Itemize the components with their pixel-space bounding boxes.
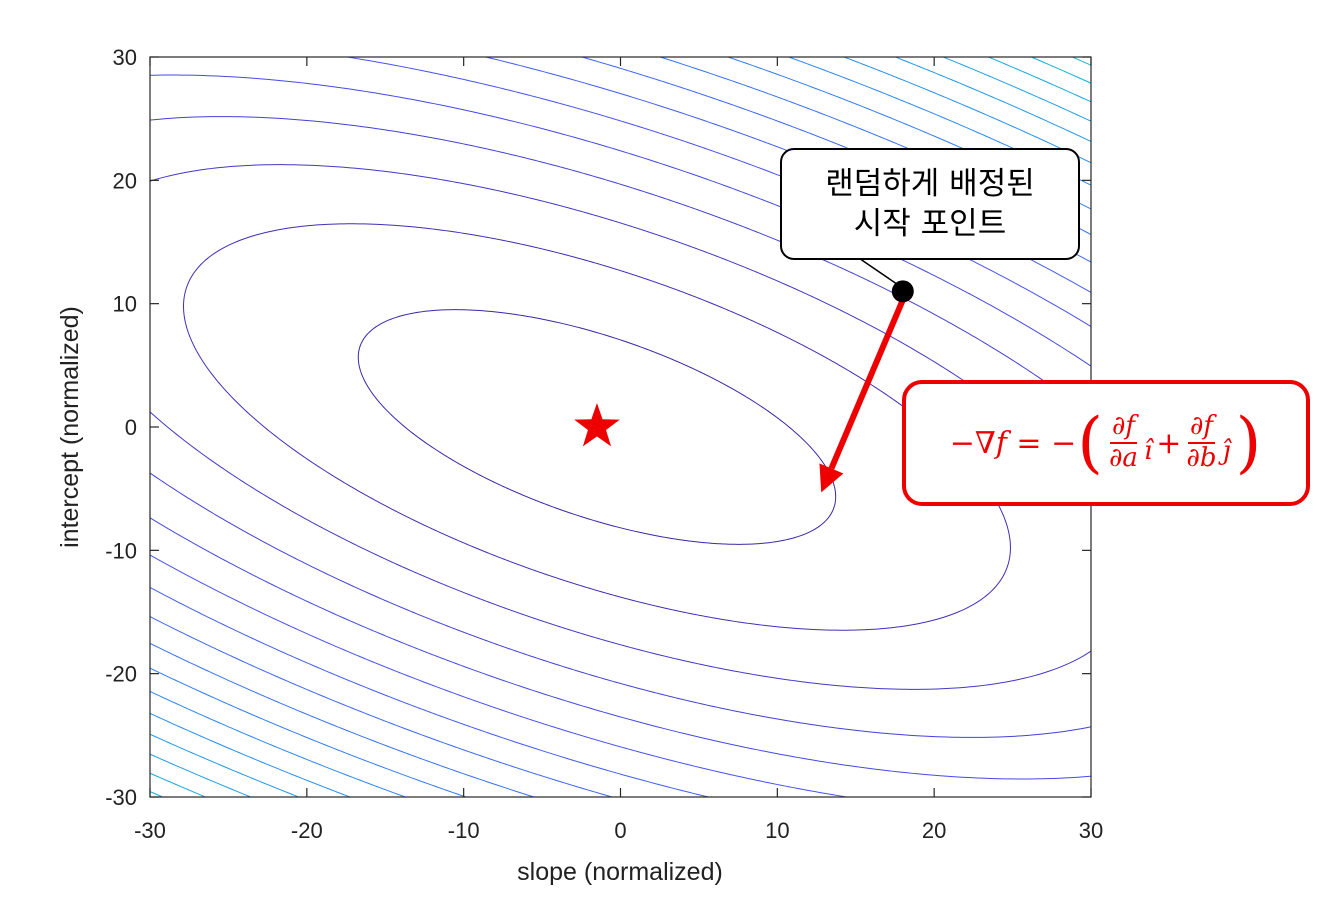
gradient-arrow-shaft [828, 298, 906, 470]
gradient-arrow-head [819, 463, 844, 493]
y-tick-label: 20 [113, 168, 137, 193]
x-tick-label: 0 [614, 818, 626, 843]
y-tick-label: 30 [113, 45, 137, 70]
formula-close-paren: ) [1235, 404, 1262, 481]
y-tick-label: -10 [105, 538, 137, 563]
formula-open-paren: ( [1077, 404, 1103, 481]
contour-line-0 [357, 309, 837, 545]
y-tick-label: -20 [105, 662, 137, 687]
contour-line-12 [150, 57, 1091, 797]
chart-markers [574, 251, 914, 493]
contour-line-4 [150, 74, 1091, 780]
x-axis-ticks: -30 -20 -10 0 10 20 30 [134, 57, 1103, 843]
start-point-marker [891, 280, 914, 303]
formula-plus: + [1156, 425, 1182, 461]
start-point-callout: 랜덤하게 배정된 시작 포인트 [780, 148, 1080, 260]
x-axis-label: slope (normalized) [517, 858, 723, 886]
callout-line-1: 랜덤하게 배정된 [825, 165, 1035, 202]
contour-line-11 [150, 57, 1091, 797]
y-tick-label: 0 [125, 415, 137, 440]
frac2-denominator: ∂b [1186, 443, 1217, 473]
minimum-star-marker [574, 403, 620, 447]
contour-line-3 [150, 116, 1091, 738]
contour-line-13 [150, 57, 1091, 797]
gradient-formula: −∇f = − ( ∂f ∂a î + ∂f ∂b ĵ ) [950, 410, 1263, 476]
gradient-formula-box: −∇f = − ( ∂f ∂a î + ∂f ∂b ĵ ) [902, 380, 1310, 506]
contour-line-1 [183, 223, 1011, 631]
x-tick-label: -20 [291, 818, 323, 843]
frac1-denominator: ∂a [1108, 443, 1138, 473]
partial-f-partial-b: ∂f ∂b [1184, 411, 1218, 474]
contour-line-14 [150, 57, 1091, 797]
y-tick-label: 10 [113, 292, 137, 317]
j-hat: ĵ [1222, 436, 1231, 466]
partial-f-partial-a: ∂f ∂a [1107, 411, 1140, 474]
y-axis-ticks: -30 -20 -10 0 10 20 30 [105, 45, 1091, 810]
x-tick-label: 20 [922, 818, 946, 843]
x-tick-label: 30 [1079, 818, 1103, 843]
frac2-numerator: ∂f [1187, 411, 1215, 444]
i-hat: î [1143, 436, 1153, 466]
x-tick-label: 10 [765, 818, 789, 843]
frac1-numerator: ∂f [1109, 411, 1137, 444]
x-tick-label: -10 [448, 818, 480, 843]
y-axis-label: intercept (normalized) [56, 306, 84, 548]
y-tick-label: -30 [105, 785, 137, 810]
x-tick-label: -30 [134, 818, 166, 843]
callout-line-2: 시작 포인트 [853, 206, 1007, 242]
formula-lhs: −∇f = − [949, 425, 1077, 461]
contour-line-15 [150, 57, 1091, 797]
contour-line-18 [1095, 33, 1122, 45]
